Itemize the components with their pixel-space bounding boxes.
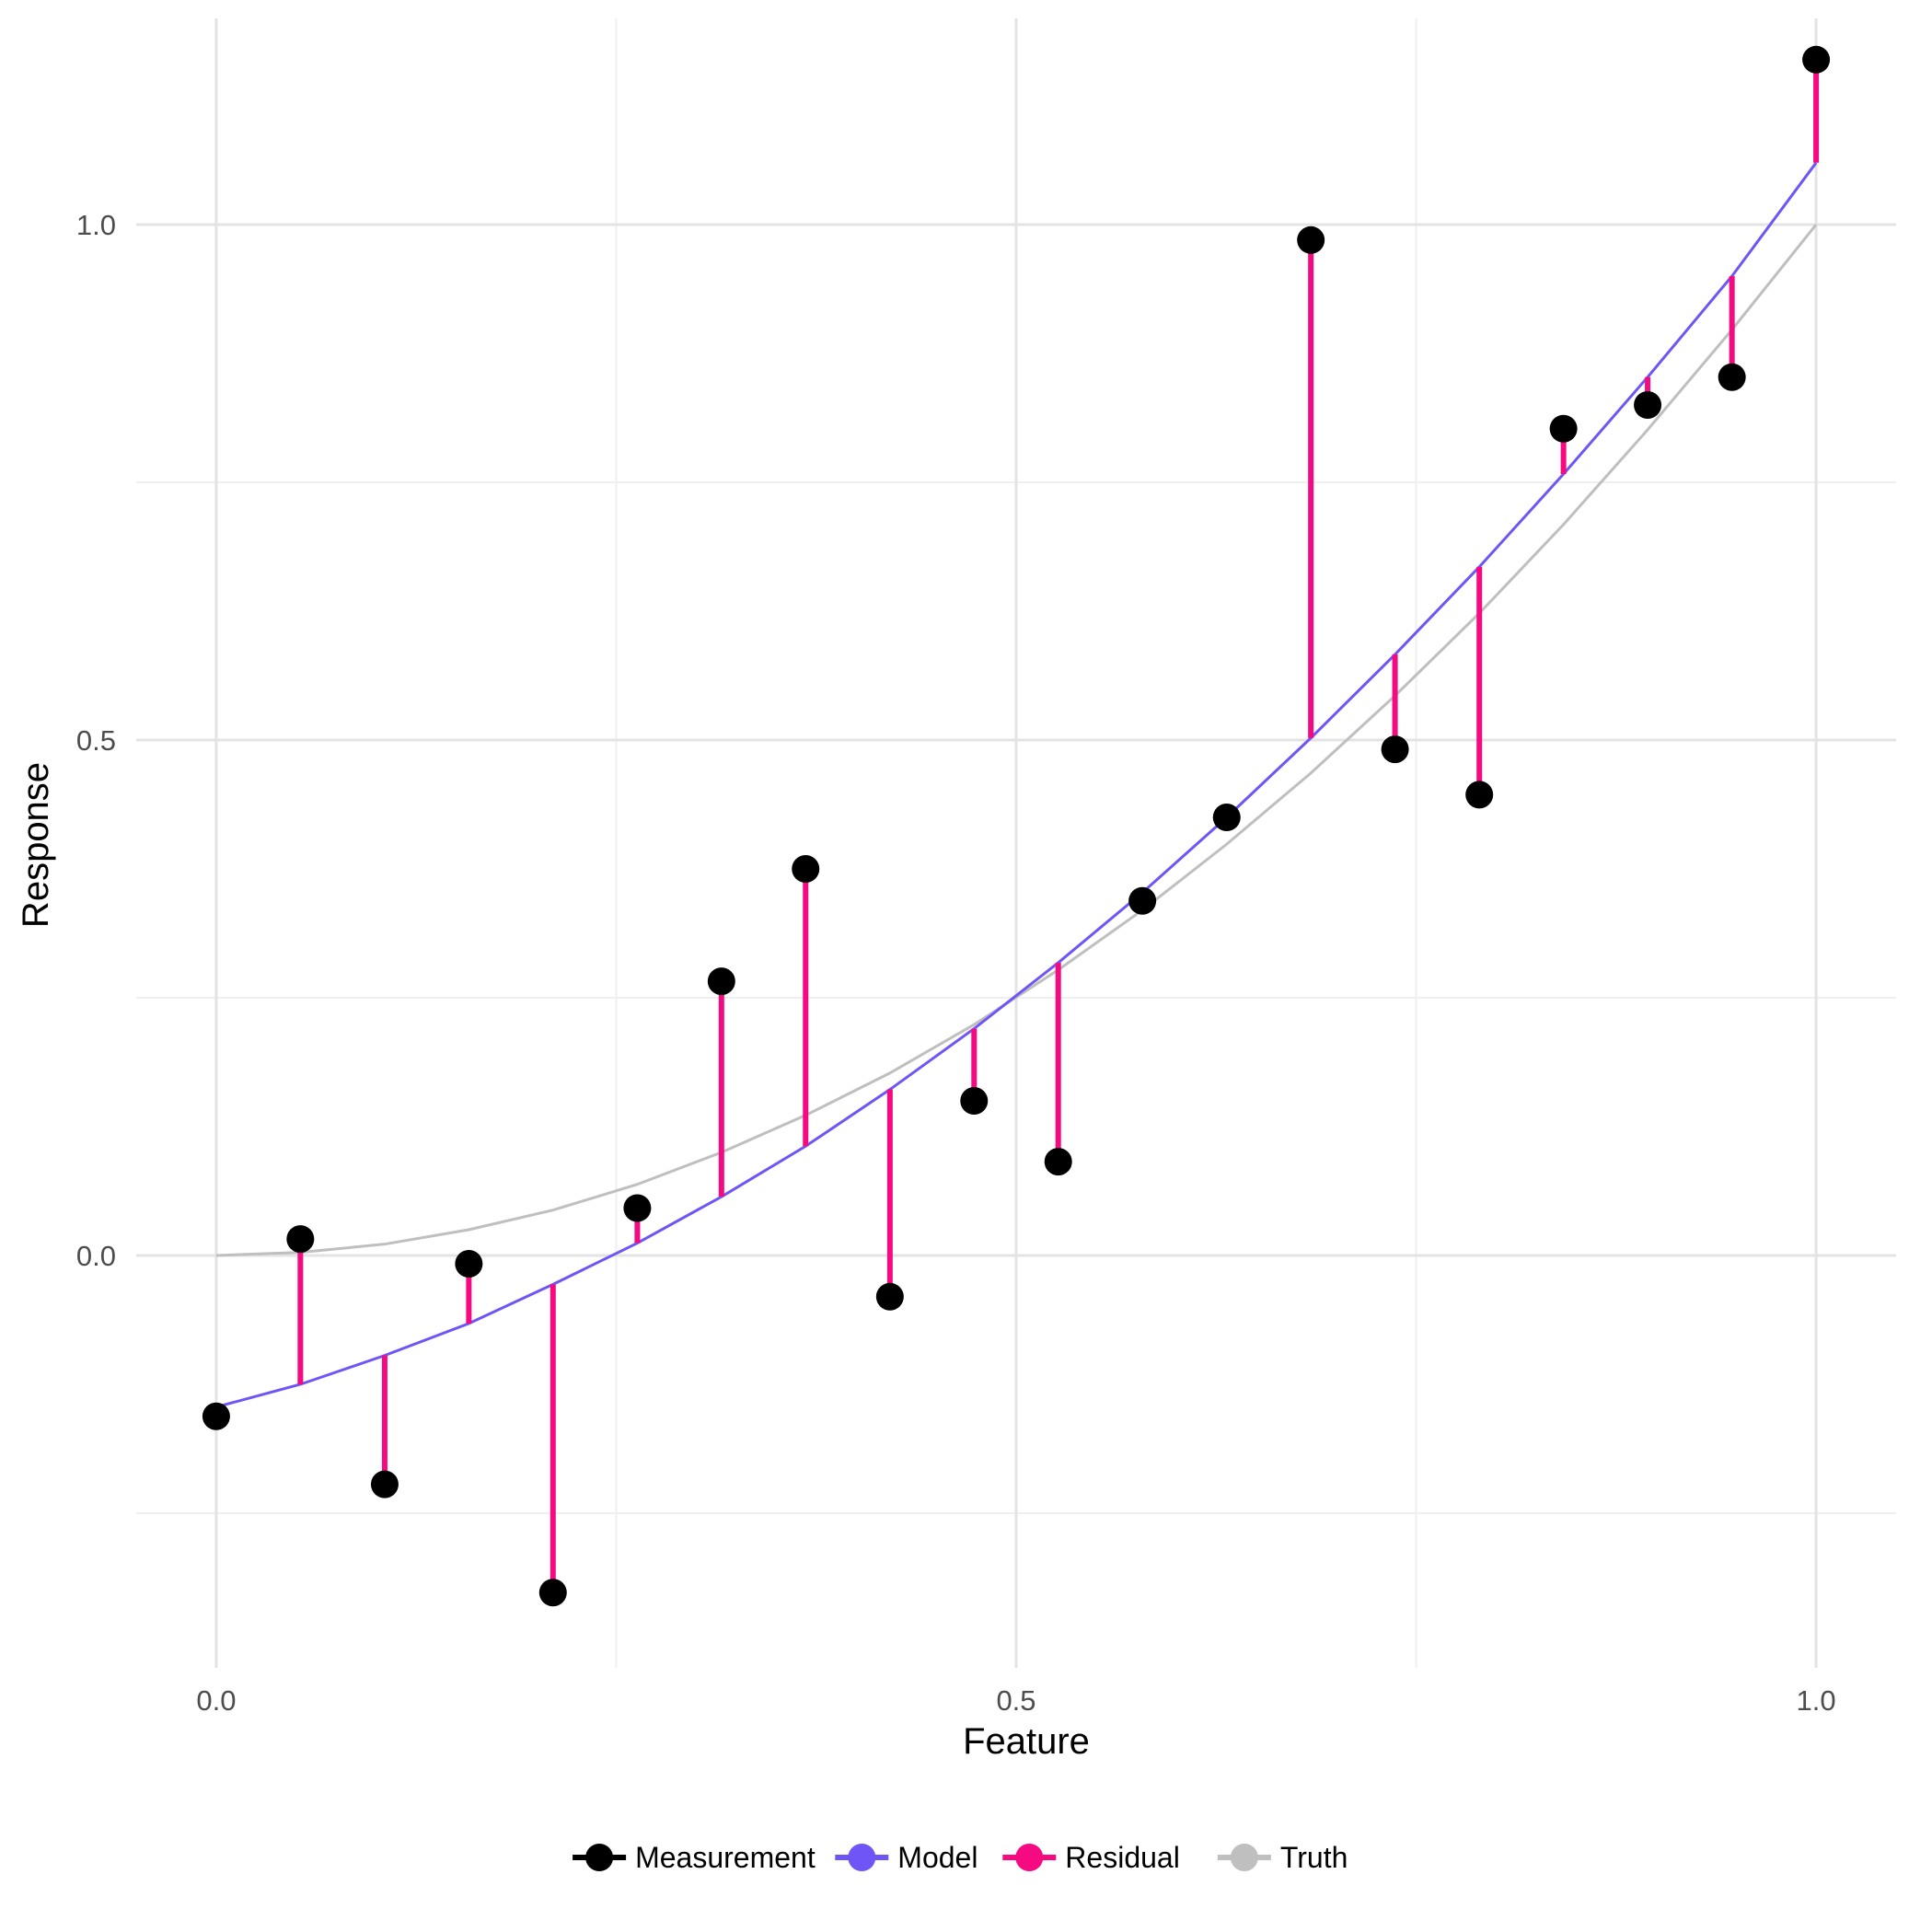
y-tick-label: 0.5 bbox=[76, 724, 116, 757]
measurement-point bbox=[1128, 886, 1157, 915]
measurement-point bbox=[370, 1470, 399, 1498]
measurement-point bbox=[1634, 391, 1662, 419]
measurement-point bbox=[1044, 1148, 1072, 1176]
measurement-point bbox=[1297, 226, 1325, 254]
grid bbox=[136, 18, 1896, 1668]
measurement-point bbox=[960, 1087, 989, 1115]
measurement-series bbox=[202, 45, 1831, 1607]
legend-item: Model bbox=[835, 1841, 978, 1874]
x-tick-label: 0.0 bbox=[196, 1684, 236, 1717]
legend-label: Residual bbox=[1065, 1841, 1180, 1874]
legend-item: Truth bbox=[1217, 1841, 1348, 1874]
legend-key-point bbox=[1015, 1844, 1044, 1871]
model-line bbox=[215, 161, 1818, 1409]
measurement-point bbox=[286, 1225, 315, 1254]
legend-key-point bbox=[1230, 1844, 1258, 1871]
x-axis-title: Feature bbox=[963, 1721, 1090, 1762]
y-axis-ticks: 0.0 0.5 1.0 bbox=[76, 209, 116, 1272]
measurement-point bbox=[707, 967, 735, 996]
measurement-point bbox=[1212, 804, 1241, 831]
legend-key-point bbox=[848, 1844, 876, 1871]
legend-label: Measurement bbox=[635, 1841, 816, 1874]
legend-item: Residual bbox=[1002, 1841, 1180, 1874]
measurement-point bbox=[875, 1282, 904, 1311]
y-tick-label: 0.0 bbox=[76, 1240, 116, 1272]
measurement-point bbox=[792, 855, 820, 883]
measurement-point bbox=[1549, 414, 1578, 443]
x-tick-label: 0.5 bbox=[996, 1684, 1035, 1717]
x-tick-label: 1.0 bbox=[1797, 1684, 1836, 1717]
measurement-point bbox=[1718, 363, 1746, 391]
legend-label: Model bbox=[897, 1841, 978, 1874]
measurement-point bbox=[202, 1402, 230, 1430]
measurement-point bbox=[623, 1194, 652, 1222]
legend-item: Measurement bbox=[573, 1841, 816, 1874]
measurement-point bbox=[1802, 45, 1831, 74]
measurement-point bbox=[538, 1579, 567, 1607]
measurement-point bbox=[1381, 735, 1409, 764]
y-axis-title: Response bbox=[16, 762, 56, 928]
legend: Measurement Model Residual Truth bbox=[573, 1841, 1348, 1874]
measurement-point bbox=[455, 1249, 483, 1278]
legend-key-point bbox=[585, 1844, 614, 1871]
x-axis-ticks: 0.0 0.5 1.0 bbox=[196, 1684, 1835, 1717]
y-tick-label: 1.0 bbox=[76, 209, 116, 241]
legend-label: Truth bbox=[1280, 1841, 1348, 1874]
model-series bbox=[215, 161, 1818, 1409]
measurement-point bbox=[1465, 781, 1494, 809]
